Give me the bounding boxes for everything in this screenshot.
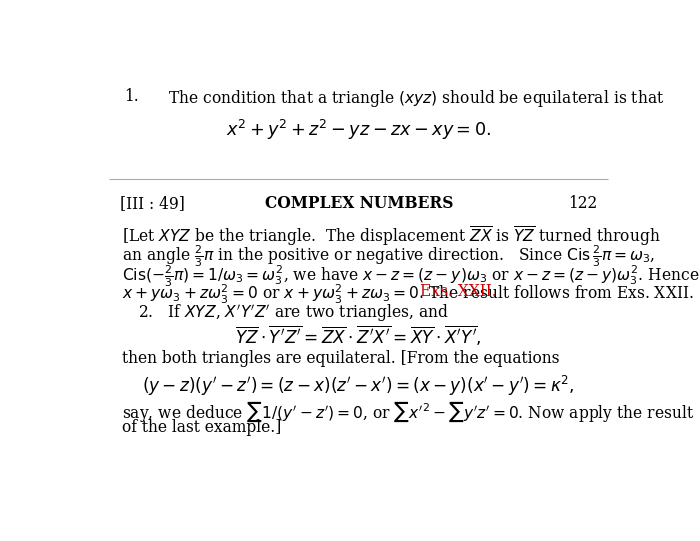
Text: Exs. XXII.: Exs. XXII. (420, 283, 497, 300)
Text: [Let $XYZ$ be the triangle.  The displacement $\overline{ZX}$ is $\overline{YZ}$: [Let $XYZ$ be the triangle. The displace… (122, 224, 660, 248)
Text: The condition that a triangle $(xyz)$ should be equilateral is that: The condition that a triangle $(xyz)$ sh… (168, 88, 664, 109)
Text: $\overline{YZ} \cdot \overline{Y'Z'} = \overline{ZX} \cdot \overline{Z'X'} = \ov: $\overline{YZ} \cdot \overline{Y'Z'} = \… (235, 324, 482, 348)
Text: [III : 49]: [III : 49] (120, 195, 185, 212)
Text: an angle $\frac{2}{3}\pi$ in the positive or negative direction.   Since $\mathr: an angle $\frac{2}{3}\pi$ in the positiv… (122, 243, 655, 269)
Text: 2.   If $XYZ$, $X'Y'Z'$ are two triangles, and: 2. If $XYZ$, $X'Y'Z'$ are two triangles,… (138, 301, 449, 322)
Text: of the last example.]: of the last example.] (122, 419, 281, 436)
Text: say, we deduce $\sum 1/(y'-z')=0$, or $\sum x'^2 - \sum y'z'=0$. Now apply the r: say, we deduce $\sum 1/(y'-z')=0$, or $\… (122, 399, 694, 424)
Text: $x^2 + y^2 + z^2 - yz - zx - xy = 0.$: $x^2 + y^2 + z^2 - yz - zx - xy = 0.$ (226, 118, 491, 142)
Text: $x+y\omega_3+z\omega_3^2=0$ or $x+y\omega_3^2+z\omega_3=0$. The result follows f: $x+y\omega_3+z\omega_3^2=0$ or $x+y\omeg… (122, 283, 700, 306)
Text: COMPLEX NUMBERS: COMPLEX NUMBERS (265, 195, 453, 212)
Text: $\mathrm{Cis}(-\frac{2}{3}\pi) = 1/\omega_3 = \omega_3^2$, we have $x-z=(z-y)\om: $\mathrm{Cis}(-\frac{2}{3}\pi) = 1/\omeg… (122, 263, 699, 289)
Text: 122: 122 (568, 195, 598, 212)
Text: then both triangles are equilateral. [From the equations: then both triangles are equilateral. [Fr… (122, 350, 559, 367)
Text: 1.: 1. (125, 88, 139, 105)
Text: $(y-z)(y'-z') = (z-x)(z'-x') = (x-y)(x'-y') = \kappa^2,$: $(y-z)(y'-z') = (z-x)(z'-x') = (x-y)(x'-… (142, 374, 575, 398)
